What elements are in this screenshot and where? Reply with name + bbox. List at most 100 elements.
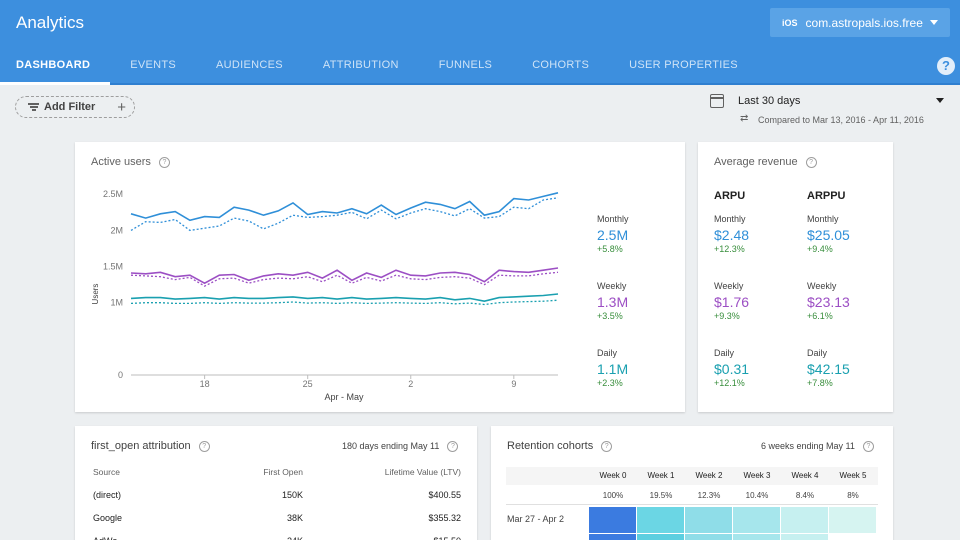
week-0-percent: 100%	[602, 491, 624, 500]
tab-funnels[interactable]: FUNNELS	[438, 59, 493, 71]
help-icon[interactable]: ?	[862, 441, 874, 452]
attribution-table: Source First Open Lifetime Value (LTV) (…	[93, 461, 461, 540]
cell-first-open: 38K	[286, 512, 303, 523]
week-5-percent: 8%	[847, 491, 859, 500]
active-users-title: Active users	[91, 156, 151, 168]
arpu-daily-stat: Daily $0.31 +12.1%	[714, 348, 749, 388]
stat-value: $2.48	[714, 227, 750, 243]
arppu-monthly-stat: Monthly $25.05 +9.4%	[807, 214, 850, 254]
tab-audiences[interactable]: AUDIENCES	[216, 59, 283, 71]
column-header-source[interactable]: Source	[93, 467, 120, 477]
week-1-percent: 19.5%	[649, 491, 673, 500]
retention-cell[interactable]	[637, 534, 684, 540]
stat-period: Monthly	[597, 214, 629, 224]
retention-cell[interactable]	[685, 507, 732, 533]
y-tick-label: 0	[118, 370, 123, 380]
retention-cell[interactable]	[781, 534, 828, 540]
retention-cell[interactable]	[637, 507, 684, 533]
week-4-header: Week 4	[791, 471, 819, 480]
ios-platform-icon: iOS	[782, 17, 798, 28]
app-selector-dropdown[interactable]: iOS com.astropals.ios.free	[770, 8, 950, 37]
arpu-heading: ARPU	[714, 190, 746, 202]
column-header-ltv[interactable]: Lifetime Value (LTV)	[384, 467, 461, 477]
help-icon[interactable]: ?	[601, 441, 613, 452]
stat-period: Monthly	[807, 214, 839, 224]
cell-ltv: $15.50	[303, 529, 461, 540]
stat-period: Weekly	[714, 281, 744, 291]
series-line-5	[130, 299, 559, 306]
cell-source: (direct)	[93, 489, 122, 500]
retention-range-label: 6 weeks ending May 11	[761, 441, 855, 451]
stat-value: $25.05	[807, 227, 850, 243]
tab-attribution[interactable]: ATTRIBUTION	[322, 59, 399, 71]
stat-value: $1.76	[714, 294, 750, 310]
compare-range-label: Compared to Mar 13, 2016 - Apr 11, 2016	[758, 115, 924, 125]
compare-arrows-icon: ⇄	[740, 113, 749, 124]
help-icon[interactable]: ?	[158, 157, 170, 168]
series-line-4	[130, 293, 559, 303]
stat-value: $23.13	[807, 294, 850, 310]
retention-cell[interactable]	[829, 507, 876, 533]
column-header-first-open[interactable]: First Open	[263, 467, 303, 477]
caret-down-icon	[936, 98, 944, 103]
week-0-header: Week 0	[599, 471, 627, 480]
cohort-row-label: Mar 27 - Apr 2	[507, 514, 565, 524]
help-icon[interactable]: ?	[447, 441, 459, 452]
stat-period: Daily	[807, 348, 828, 358]
stat-change: +7.8%	[807, 378, 833, 388]
tab-user-properties[interactable]: USER PROPERTIES	[629, 59, 738, 71]
active-users-weekly-stat: Weekly 1.3M +3.5%	[597, 281, 628, 321]
add-filter-button[interactable]: Add Filter +	[15, 96, 135, 118]
table-header-row: Source First Open Lifetime Value (LTV)	[93, 461, 461, 483]
arppu-daily-stat: Daily $42.15 +7.8%	[807, 348, 850, 388]
y-tick-label: 1M	[110, 298, 123, 308]
cell-source: Google	[93, 512, 123, 523]
date-range-label: Last 30 days	[738, 95, 801, 107]
card-title-retention: Retention cohorts?	[507, 440, 613, 452]
active-users-daily-stat: Daily 1.1M +2.3%	[597, 348, 628, 388]
active-users-card: Active users? 0 1M 1.5M 2M 2.5M 18 25 2 9 Apr - M…	[75, 142, 685, 412]
attribution-range-label: 180 days ending May 11	[342, 441, 440, 451]
week-5-header: Week 5	[839, 471, 867, 480]
series-line-0	[130, 192, 559, 222]
retention-cell[interactable]	[589, 534, 636, 540]
retention-range: 6 weeks ending May 11?	[761, 441, 874, 452]
help-icon[interactable]: ?	[937, 57, 955, 75]
retention-header-band	[506, 467, 878, 485]
retention-cohorts-card: Retention cohorts? 6 weeks ending May 11…	[491, 426, 893, 540]
app-selector-value: com.astropals.ios.free	[805, 15, 923, 30]
arppu-heading: ARPPU	[807, 190, 846, 202]
stat-change: +5.8%	[597, 244, 623, 254]
retention-cell[interactable]	[733, 534, 780, 540]
retention-title: Retention cohorts	[507, 440, 594, 452]
divider	[506, 504, 878, 505]
retention-cell[interactable]	[733, 507, 780, 533]
week-2-percent: 12.3%	[697, 491, 721, 500]
retention-cell[interactable]	[589, 507, 636, 533]
attribution-range: 180 days ending May 11?	[342, 441, 459, 452]
stat-value: 2.5M	[597, 227, 629, 243]
card-title-average-revenue: Average revenue?	[714, 156, 817, 168]
stat-period: Daily	[597, 348, 618, 358]
retention-cell[interactable]	[685, 534, 732, 540]
stat-change: +12.3%	[714, 244, 745, 254]
x-tick-label: 2	[408, 379, 413, 389]
week-3-header: Week 3	[743, 471, 771, 480]
x-tick-label: 25	[303, 379, 313, 389]
help-icon[interactable]: ?	[198, 441, 210, 452]
stat-change: +3.5%	[597, 311, 623, 321]
retention-cell[interactable]	[781, 507, 828, 533]
date-range-picker[interactable]: Last 30 days ⇄ Compared to Mar 13, 2016 …	[708, 93, 948, 129]
table-row[interactable]: Google 38K $355.32	[93, 506, 461, 529]
table-row[interactable]: (direct) 150K $400.55	[93, 483, 461, 506]
tab-events[interactable]: EVENTS	[130, 59, 177, 71]
cell-source: AdWo	[93, 529, 213, 540]
tab-cohorts[interactable]: COHORTS	[532, 59, 590, 71]
week-4-percent: 8.4%	[795, 491, 815, 500]
x-tick-label: 9	[511, 379, 516, 389]
stat-period: Monthly	[714, 214, 746, 224]
card-title-attribution: first_open attribution?	[91, 440, 210, 452]
tab-dashboard[interactable]: DASHBOARD	[0, 52, 111, 85]
help-icon[interactable]: ?	[805, 157, 817, 168]
table-row[interactable]: AdWo 24K $15.50	[93, 529, 461, 540]
